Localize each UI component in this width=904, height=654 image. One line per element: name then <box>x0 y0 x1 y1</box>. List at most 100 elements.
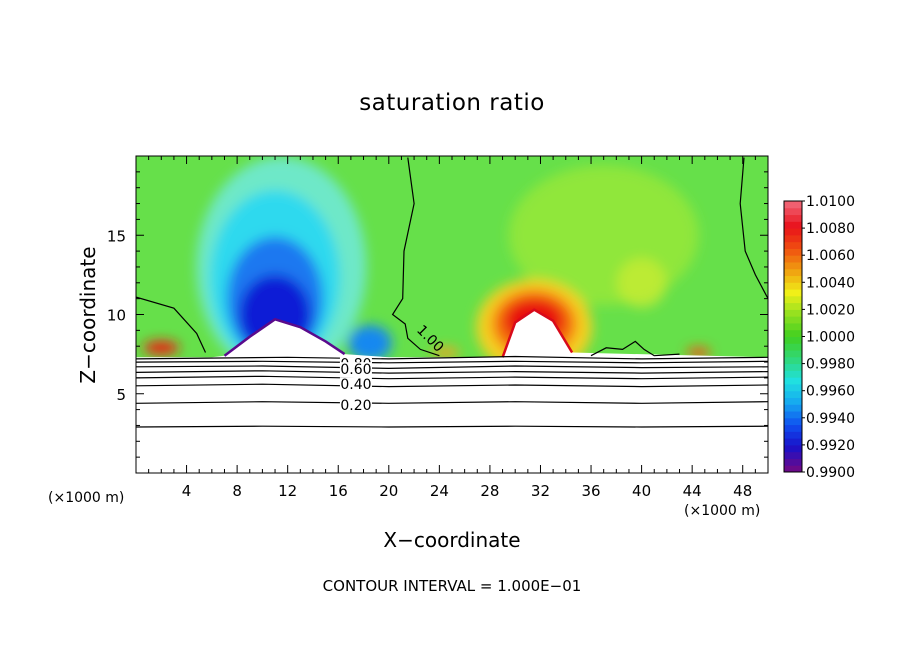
colorbar-band <box>784 302 802 310</box>
chart-title: saturation ratio <box>359 90 545 116</box>
moist-region-core <box>616 257 667 308</box>
x-tick-label: 12 <box>278 482 297 500</box>
x-tick-label: 24 <box>430 482 449 500</box>
colorbar-band <box>784 350 802 358</box>
colorbar-band <box>784 201 802 209</box>
below-cloud-base-mask <box>136 309 768 473</box>
contour-label-bg <box>339 377 372 392</box>
x-tick-label: 28 <box>480 482 499 500</box>
colorbar-band <box>784 309 802 317</box>
colorbar-band <box>784 451 802 459</box>
colorbar-band <box>784 370 802 378</box>
colorbar-tick-label: 1.0040 <box>806 275 855 291</box>
colorbar-band <box>784 282 802 290</box>
colorbar-band <box>784 377 802 385</box>
x-tick-label: 44 <box>683 482 702 500</box>
contour-line <box>136 296 207 353</box>
colorbar-tick-label: 1.0000 <box>806 330 855 346</box>
dry-core-fringe <box>223 317 346 357</box>
colorbar-band <box>784 390 802 398</box>
colorbar-band <box>784 336 802 344</box>
colorbar-band <box>784 343 802 351</box>
colorbar-band <box>784 458 802 466</box>
colorbar-band <box>784 316 802 324</box>
contour-label-bg <box>339 397 372 412</box>
contour-line <box>391 157 440 357</box>
contour-line <box>590 340 680 357</box>
colorbar-band <box>784 268 802 277</box>
colorbar-tick-label: 1.0060 <box>806 248 855 264</box>
x-axis-label: X−coordinate <box>0 528 904 552</box>
x-tick-label: 48 <box>733 482 752 500</box>
colorbar-band <box>784 261 802 270</box>
colorbar-tick-label: 0.9900 <box>806 465 855 481</box>
colorbar-tick-label: 1.0100 <box>806 194 855 210</box>
colorbar-band <box>784 411 802 419</box>
x-unit-right: (×1000 m) <box>684 503 761 519</box>
colorbar-tick-label: 0.9920 <box>806 438 855 454</box>
contour-line <box>136 383 768 388</box>
colorbar-band <box>784 221 802 229</box>
colorbar: 0.9900 0.9920 0.9940 0.9960 0.9980 1.0000 1.00… <box>783 194 855 481</box>
colorbar-band <box>784 356 802 365</box>
x-tick-label: 4 <box>182 482 192 500</box>
y-tick-label: 15 <box>107 227 126 245</box>
contour-line <box>136 425 768 428</box>
colorbar-band <box>784 295 802 304</box>
x-unit-left: (×1000 m) <box>48 490 125 506</box>
x-tick-label: 20 <box>379 482 398 500</box>
colorbar-tick-label: 1.0080 <box>806 221 855 237</box>
colorbar-band <box>784 431 802 439</box>
y-tick-label: 5 <box>116 386 126 404</box>
contour-label: 0.20 <box>340 398 371 414</box>
colorbar-band <box>784 404 802 412</box>
heatmap-field <box>136 156 768 473</box>
contour-line <box>136 375 768 380</box>
contour-line <box>136 355 768 360</box>
y-axis-label: Z−coordinate <box>76 246 100 384</box>
contour-label: 0.40 <box>340 377 371 393</box>
contour-interval-note: CONTOUR INTERVAL = 1.000E−01 <box>322 577 582 595</box>
x-axis-label-text: X−coordinate <box>383 528 521 552</box>
y-tick-label: 10 <box>107 307 126 325</box>
contour-line <box>739 157 768 299</box>
colorbar-band <box>784 214 802 222</box>
colorbar-band <box>784 322 802 331</box>
colorbar-band <box>784 465 802 473</box>
colorbar-band <box>784 248 802 256</box>
colorbar-band <box>784 228 802 236</box>
x-tick-label: 40 <box>632 482 651 500</box>
colorbar-band <box>784 438 802 446</box>
colorbar-tick-label: 0.9980 <box>806 357 855 373</box>
colorbar-band <box>784 383 802 392</box>
colorbar-band <box>784 397 802 405</box>
colorbar-band <box>784 234 802 243</box>
colorbar-band <box>784 424 802 432</box>
contour-line <box>136 401 768 404</box>
contour-label-bg <box>339 362 372 377</box>
colorbar-tick-label: 1.0020 <box>806 302 855 318</box>
colorbar-band <box>784 275 802 283</box>
x-tick-label: 16 <box>329 482 348 500</box>
colorbar-band <box>784 417 802 426</box>
colorbar-band <box>784 329 802 337</box>
colorbar-band <box>784 289 802 297</box>
colorbar-band <box>784 255 802 263</box>
x-tick-label: 32 <box>531 482 550 500</box>
colorbar-tick-label: 0.9940 <box>806 411 855 427</box>
colorbar-band <box>784 207 802 216</box>
contour-line <box>136 360 768 364</box>
supersat-spot-east <box>686 347 711 358</box>
colorbar-band <box>784 241 802 249</box>
supersat-core-fringe <box>501 308 574 358</box>
colorbar-band <box>784 444 802 453</box>
contour-label: 0.60 <box>340 362 371 378</box>
supersat-spot-west <box>143 340 180 355</box>
dry-patch-east <box>347 325 392 362</box>
colorbar-band <box>784 363 802 371</box>
contour-line <box>136 365 768 370</box>
contour-line <box>136 370 768 374</box>
x-tick-label: 8 <box>232 482 242 500</box>
